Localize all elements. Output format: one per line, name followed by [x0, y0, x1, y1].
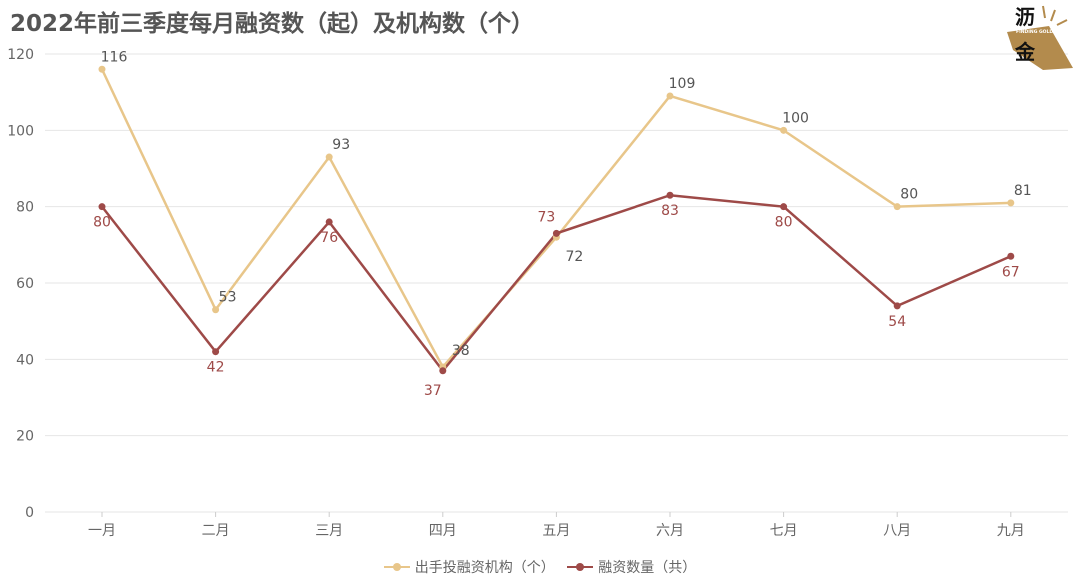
legend-item-deals[interactable]: 融资数量（共）	[567, 557, 696, 577]
data-label: 100	[782, 110, 809, 126]
legend-label: 出手投融资机构（个）	[414, 560, 555, 576]
data-label: 54	[888, 314, 906, 330]
x-tick-label: 七月	[770, 523, 798, 539]
data-point	[98, 203, 106, 211]
data-label: 67	[1002, 264, 1020, 280]
data-point	[780, 203, 788, 211]
x-tick-label: 八月	[883, 523, 911, 539]
x-tick-label: 四月	[429, 523, 457, 539]
x-tick-label: 六月	[656, 523, 684, 539]
data-label: 80	[93, 215, 111, 231]
data-point	[552, 229, 560, 237]
data-point	[893, 203, 901, 211]
svg-text:金: 金	[1014, 40, 1036, 64]
x-tick-label: 三月	[315, 523, 343, 539]
data-label: 72	[565, 249, 583, 265]
y-tick-label: 0	[25, 505, 34, 521]
y-tick-label: 80	[16, 200, 34, 216]
data-label: 38	[452, 343, 470, 359]
legend-swatch	[383, 563, 410, 571]
x-tick-label: 九月	[997, 523, 1025, 539]
y-tick-label: 100	[7, 123, 34, 139]
legend-label: 融资数量（共）	[598, 560, 697, 576]
series-line	[100, 68, 1011, 370]
y-tick-label: 60	[16, 276, 34, 292]
data-point	[666, 191, 674, 199]
data-label: 80	[900, 187, 918, 203]
data-point	[666, 92, 674, 100]
data-point	[98, 65, 106, 73]
data-point	[1007, 199, 1015, 207]
data-point	[212, 348, 220, 356]
findgold-logo: 沥 FINDING GOLD 金	[1007, 5, 1073, 70]
data-label: 76	[320, 230, 338, 246]
svg-text:沥: 沥	[1015, 5, 1035, 29]
data-label: 37	[424, 383, 442, 399]
data-point	[1007, 252, 1015, 260]
data-point	[325, 153, 333, 161]
data-point	[212, 306, 220, 314]
data-label: 73	[537, 209, 555, 225]
data-label: 109	[669, 76, 696, 92]
data-label: 81	[1014, 183, 1032, 199]
data-label: 116	[101, 49, 128, 65]
x-tick-label: 一月	[88, 523, 116, 539]
chart-title: 2022年前三季度每月融资数（起）及机构数（个）	[10, 11, 535, 37]
data-point	[893, 302, 901, 310]
data-point	[439, 367, 447, 375]
data-label: 53	[219, 290, 237, 306]
data-label: 80	[775, 215, 793, 231]
x-tick-label: 二月	[202, 523, 230, 539]
data-label: 83	[661, 203, 679, 219]
y-tick-label: 120	[7, 47, 34, 63]
data-point	[780, 126, 788, 134]
data-label: 93	[332, 137, 350, 153]
data-point	[325, 218, 333, 226]
y-tick-label: 20	[16, 429, 34, 445]
legend-swatch	[567, 563, 594, 571]
svg-text:FINDING GOLD: FINDING GOLD	[1016, 29, 1053, 35]
x-tick-label: 五月	[542, 523, 570, 539]
legend: 出手投融资机构（个） 融资数量（共）	[0, 556, 1080, 577]
y-tick-label: 40	[16, 352, 34, 368]
data-label: 42	[207, 360, 225, 376]
legend-item-institutions[interactable]: 出手投融资机构（个）	[383, 557, 555, 577]
